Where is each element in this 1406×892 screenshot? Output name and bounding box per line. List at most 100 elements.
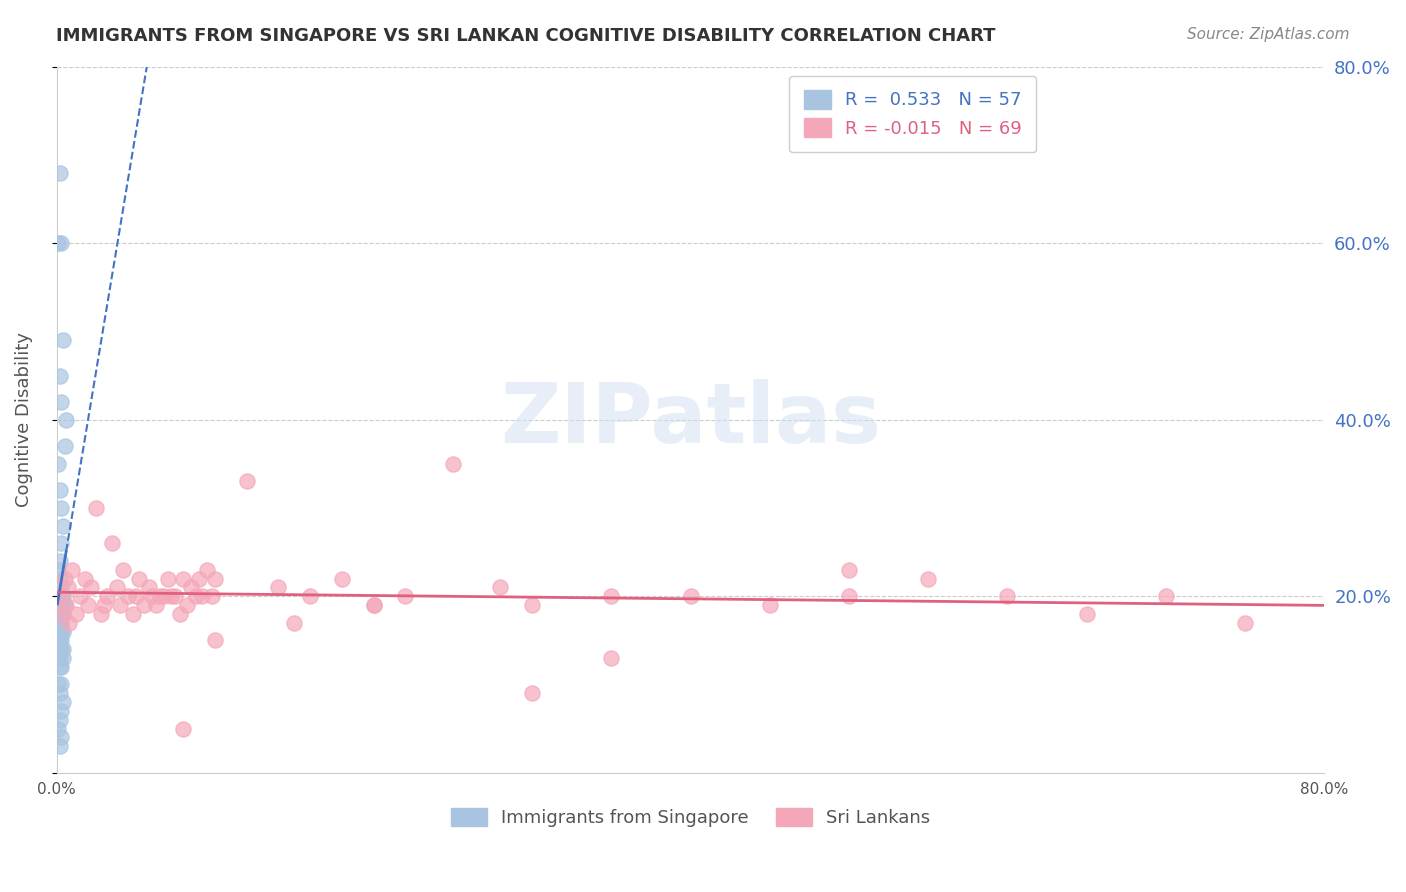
Point — [52, 518, 75, 533]
Point — [52, 695, 75, 709]
Point — [679, 589, 702, 603]
Point — [1234, 615, 1257, 630]
Point — [145, 598, 167, 612]
Point — [159, 589, 181, 603]
Point — [51, 704, 73, 718]
Legend: Immigrants from Singapore, Sri Lankans: Immigrants from Singapore, Sri Lankans — [443, 800, 938, 834]
Point — [108, 598, 131, 612]
Point — [49, 642, 72, 657]
Point — [55, 412, 77, 426]
Point — [191, 589, 214, 603]
Point — [46, 615, 69, 630]
Point — [51, 731, 73, 745]
Point — [169, 607, 191, 621]
Point — [1076, 607, 1098, 621]
Point — [201, 589, 224, 603]
Point — [838, 589, 860, 603]
Point — [330, 572, 353, 586]
Point — [125, 589, 148, 603]
Point — [51, 615, 73, 630]
Point — [997, 589, 1019, 603]
Point — [267, 580, 290, 594]
Point — [758, 598, 780, 612]
Point — [51, 633, 73, 648]
Point — [204, 633, 226, 648]
Point — [49, 589, 72, 603]
Text: ZIPatlas: ZIPatlas — [501, 379, 882, 460]
Point — [394, 589, 416, 603]
Point — [56, 580, 79, 594]
Point — [49, 713, 72, 727]
Point — [46, 236, 69, 251]
Point — [165, 589, 187, 603]
Point — [51, 624, 73, 639]
Point — [172, 572, 194, 586]
Text: Source: ZipAtlas.com: Source: ZipAtlas.com — [1187, 27, 1350, 42]
Point — [149, 589, 172, 603]
Point — [52, 333, 75, 347]
Point — [917, 572, 939, 586]
Point — [49, 589, 72, 603]
Point — [283, 615, 305, 630]
Point — [69, 589, 91, 603]
Point — [58, 615, 80, 630]
Point — [55, 598, 77, 612]
Point — [52, 589, 75, 603]
Point — [93, 598, 115, 612]
Point — [51, 589, 73, 603]
Point — [49, 554, 72, 568]
Text: IMMIGRANTS FROM SINGAPORE VS SRI LANKAN COGNITIVE DISABILITY CORRELATION CHART: IMMIGRANTS FROM SINGAPORE VS SRI LANKAN … — [56, 27, 995, 45]
Point — [90, 607, 112, 621]
Point — [520, 598, 543, 612]
Point — [184, 589, 207, 603]
Point — [299, 589, 322, 603]
Point — [489, 580, 512, 594]
Y-axis label: Cognitive Disability: Cognitive Disability — [15, 332, 32, 508]
Point — [77, 598, 100, 612]
Point — [49, 598, 72, 612]
Point — [49, 651, 72, 665]
Point — [46, 607, 69, 621]
Point — [51, 589, 73, 603]
Point — [236, 475, 259, 489]
Point — [153, 589, 176, 603]
Point — [62, 563, 84, 577]
Point — [46, 563, 69, 577]
Point — [141, 589, 163, 603]
Point — [105, 580, 128, 594]
Point — [441, 457, 464, 471]
Point — [49, 368, 72, 383]
Point — [51, 536, 73, 550]
Point — [52, 607, 75, 621]
Point — [49, 483, 72, 498]
Point — [51, 660, 73, 674]
Point — [51, 580, 73, 594]
Point — [49, 660, 72, 674]
Point — [204, 572, 226, 586]
Point — [52, 624, 75, 639]
Point — [1154, 589, 1177, 603]
Point — [52, 642, 75, 657]
Point — [46, 457, 69, 471]
Point — [49, 686, 72, 700]
Point — [128, 572, 150, 586]
Point — [52, 651, 75, 665]
Point — [156, 572, 179, 586]
Point — [46, 677, 69, 691]
Point — [51, 615, 73, 630]
Point — [188, 572, 211, 586]
Point — [112, 563, 135, 577]
Point — [46, 589, 69, 603]
Point — [96, 589, 118, 603]
Point — [84, 500, 107, 515]
Point — [51, 642, 73, 657]
Point — [176, 598, 198, 612]
Point — [363, 598, 385, 612]
Point — [51, 607, 73, 621]
Point — [49, 572, 72, 586]
Point — [80, 580, 103, 594]
Point — [49, 624, 72, 639]
Point — [46, 651, 69, 665]
Point — [195, 563, 218, 577]
Point — [49, 633, 72, 648]
